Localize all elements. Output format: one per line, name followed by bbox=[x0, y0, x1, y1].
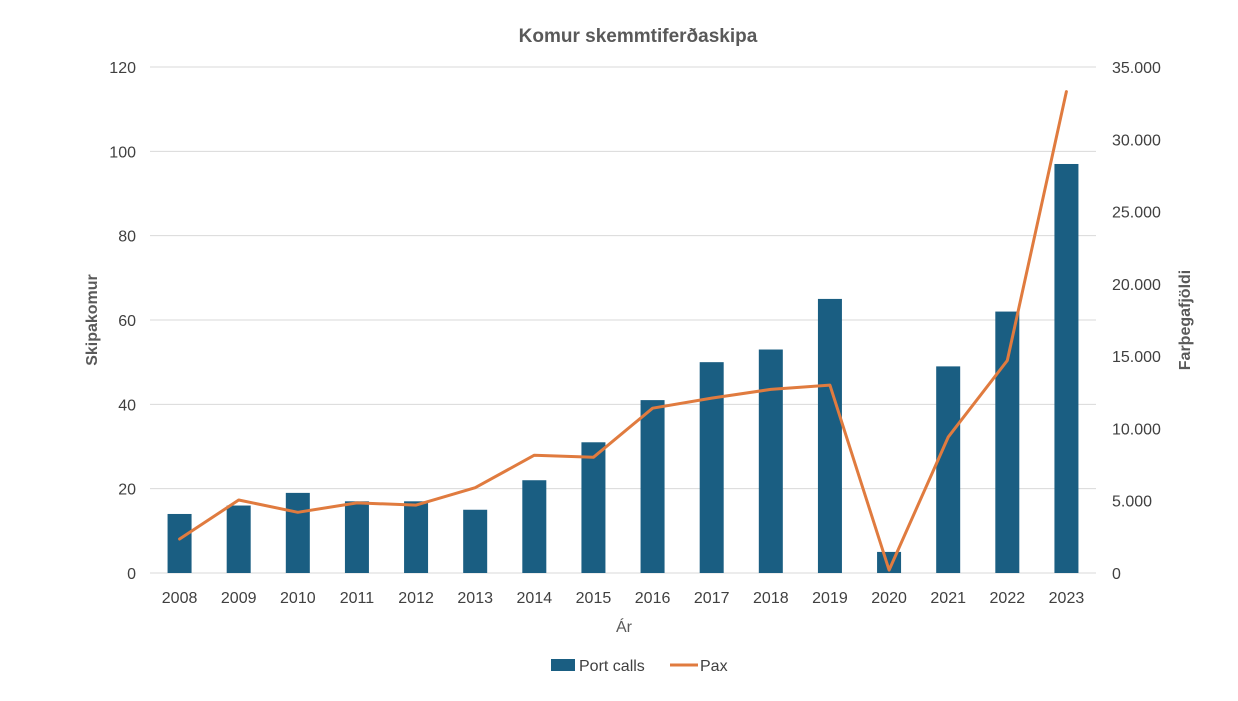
x-tick-label: 2008 bbox=[162, 590, 198, 607]
x-tick-label: 2019 bbox=[812, 590, 848, 607]
right-tick-label: 25.000 bbox=[1112, 205, 1161, 222]
bar-2008 bbox=[167, 513, 192, 573]
bar-2014 bbox=[522, 480, 547, 573]
bar-series-port-calls bbox=[167, 163, 1079, 573]
legend-swatch-port-calls bbox=[551, 659, 575, 671]
x-tick-label: 2012 bbox=[398, 590, 434, 607]
right-tick-label: 5.000 bbox=[1112, 494, 1152, 511]
left-tick-label: 60 bbox=[118, 313, 136, 330]
right-axis-ticks: 0 5.000 10.000 15.000 20.000 25.000 30.000 35.0… bbox=[1112, 60, 1161, 583]
bar-2015 bbox=[581, 442, 606, 573]
right-tick-label: 35.000 bbox=[1112, 60, 1161, 77]
bar-2018 bbox=[758, 349, 783, 573]
left-axis-title: Skipakomur bbox=[84, 274, 101, 366]
bar-2021 bbox=[936, 366, 961, 573]
left-tick-label: 40 bbox=[118, 397, 136, 414]
bar-2009 bbox=[226, 505, 251, 573]
bar-2019 bbox=[817, 298, 842, 573]
legend-label-pax: Pax bbox=[700, 658, 728, 675]
bar-2011 bbox=[344, 501, 369, 573]
left-tick-label: 80 bbox=[118, 229, 136, 246]
bar-2022 bbox=[995, 311, 1020, 573]
x-tick-label: 2014 bbox=[517, 590, 553, 607]
bar-2016 bbox=[640, 400, 665, 573]
x-tick-label: 2009 bbox=[221, 590, 257, 607]
left-tick-label: 100 bbox=[109, 144, 136, 161]
legend: Port calls Pax bbox=[551, 658, 728, 675]
line-series-pax bbox=[178, 90, 1068, 572]
x-tick-label: 2013 bbox=[457, 590, 493, 607]
bar-2017 bbox=[699, 362, 724, 573]
x-axis-title: Ár bbox=[616, 617, 633, 636]
x-tick-label: 2021 bbox=[930, 590, 966, 607]
x-tick-label: 2016 bbox=[635, 590, 671, 607]
x-tick-label: 2017 bbox=[694, 590, 730, 607]
right-axis-title: Farþegafjöldi bbox=[1177, 270, 1194, 370]
bar-2013 bbox=[463, 509, 488, 573]
left-tick-label: 120 bbox=[109, 60, 136, 77]
x-tick-label: 2022 bbox=[990, 590, 1026, 607]
bar-2023 bbox=[1054, 163, 1079, 573]
x-tick-label: 2010 bbox=[280, 590, 316, 607]
legend-label-port-calls: Port calls bbox=[579, 658, 645, 675]
right-tick-label: 20.000 bbox=[1112, 277, 1161, 294]
left-tick-label: 20 bbox=[118, 482, 136, 499]
left-axis-ticks: 0 20 40 60 80 100 120 bbox=[109, 60, 136, 583]
x-axis-ticks: 2008 2009 2010 2011 2012 2013 2014 2015 2016 2017… bbox=[162, 590, 1085, 607]
x-tick-label: 2018 bbox=[753, 590, 789, 607]
bar-2010 bbox=[285, 492, 310, 573]
chart-title: Komur skemmtiferðaskipa bbox=[519, 26, 758, 47]
x-tick-label: 2015 bbox=[576, 590, 612, 607]
x-tick-label: 2011 bbox=[340, 590, 375, 607]
right-tick-label: 15.000 bbox=[1112, 349, 1161, 366]
right-tick-label: 30.000 bbox=[1112, 132, 1161, 149]
right-tick-label: 0 bbox=[1112, 566, 1121, 583]
bar-2012 bbox=[404, 501, 429, 573]
x-tick-label: 2023 bbox=[1049, 590, 1085, 607]
x-tick-label: 2020 bbox=[871, 590, 907, 607]
right-tick-label: 10.000 bbox=[1112, 421, 1161, 438]
left-tick-label: 0 bbox=[127, 566, 136, 583]
pax-line bbox=[178, 90, 1068, 572]
gridlines bbox=[150, 66, 1096, 574]
